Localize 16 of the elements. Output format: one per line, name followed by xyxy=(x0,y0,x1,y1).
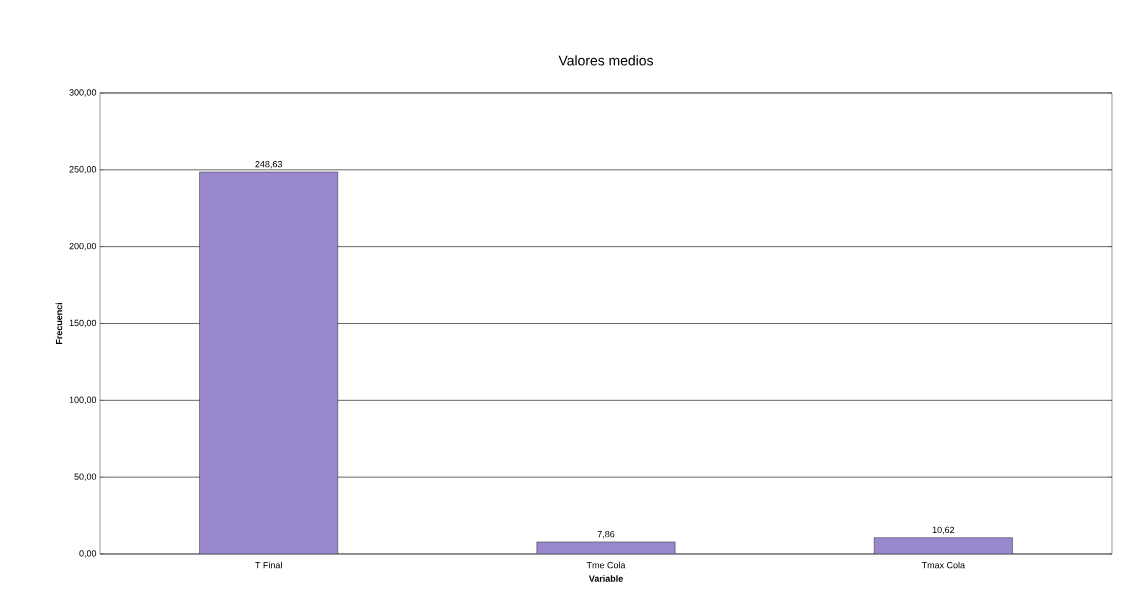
y-tick-label: 200,00 xyxy=(69,242,97,251)
y-tick-label: 150,00 xyxy=(69,319,97,328)
data-label: 248,63 xyxy=(255,160,282,169)
x-tick-label: Tmax Cola xyxy=(921,561,965,569)
y-tick-label: 300,00 xyxy=(69,89,97,97)
y-axis-title: Frecuenci xyxy=(55,302,63,345)
y-tick-label: 100,00 xyxy=(69,396,97,405)
data-label: 7,86 xyxy=(597,530,615,539)
x-tick-label: Tme Cola xyxy=(586,561,626,569)
y-tick-label: 250,00 xyxy=(69,166,97,174)
chart-title: Valores medios xyxy=(558,55,654,66)
y-tick-label: 0,00 xyxy=(79,550,97,558)
y-tick-label: 50,00 xyxy=(74,473,97,481)
x-axis-title: Variable xyxy=(588,575,623,582)
x-tick-label: T Final xyxy=(255,561,282,569)
data-label: 10,62 xyxy=(932,526,955,535)
